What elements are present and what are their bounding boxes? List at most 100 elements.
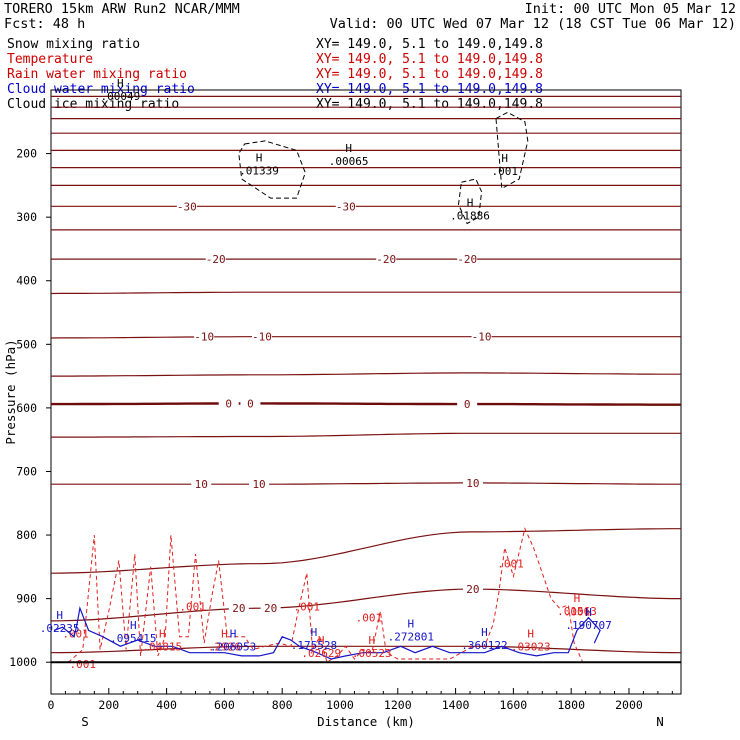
isotherm-label-bg bbox=[240, 397, 261, 410]
y-tick-label: 700 bbox=[16, 464, 37, 478]
isotherm-line bbox=[51, 372, 681, 377]
snow-max-value: .001 bbox=[491, 165, 518, 178]
x-tick-label: 200 bbox=[98, 698, 119, 712]
isotherm-label: 0 bbox=[225, 397, 232, 410]
rain-contour-label: .001 bbox=[564, 605, 591, 618]
legend-range: XY= 149.0, 5.1 to 149.0,149.8 bbox=[316, 97, 543, 112]
snow-max-h-marker: H bbox=[345, 142, 352, 155]
model-title: TORERO 15km ARW Run2 NCAR/MMM bbox=[4, 1, 240, 17]
isotherm-label: 10 bbox=[466, 477, 479, 490]
cloud-water-max-value: .175528 bbox=[291, 639, 337, 652]
y-tick-label: 400 bbox=[16, 274, 37, 288]
snow-contour bbox=[495, 111, 529, 190]
isotherm-line bbox=[51, 402, 681, 406]
legend-range: XY= 149.0, 5.1 to 149.0,149.8 bbox=[316, 37, 543, 52]
legend-range: XY= 149.0, 5.1 to 149.0,149.8 bbox=[316, 52, 543, 67]
isotherm-label-bg bbox=[471, 330, 492, 343]
snow-max-value: .01339 bbox=[239, 164, 279, 177]
isotherm-label-bg bbox=[462, 583, 483, 596]
isotherm-label: -10 bbox=[472, 331, 492, 344]
isotherm-label: -10 bbox=[252, 331, 272, 344]
x-tick-label: 2000 bbox=[615, 698, 643, 712]
contour-annotations: H.01339H.00065H.01886H.001H.00049H.04815… bbox=[40, 77, 681, 664]
rain-max-h-marker: H bbox=[159, 628, 166, 641]
y-tick-label: 500 bbox=[16, 337, 37, 351]
y-tick-label: 200 bbox=[16, 147, 37, 161]
x-end-label-south: S bbox=[81, 714, 89, 729]
forecast-hour: Fcst: 48 h bbox=[4, 16, 85, 32]
isotherm-label-bg bbox=[462, 476, 483, 489]
legend: Snow mixing ratio XY= 149.0, 5.1 to 149.0… bbox=[7, 37, 543, 112]
temperature-isotherms: -30 -30 -20 -20 -20 -10 -10 -10 0 0 0 10 10 10 20 20 20 bbox=[50, 95, 682, 654]
isotherm-label: 10 bbox=[195, 478, 208, 491]
isotherm-label-bg bbox=[260, 602, 281, 615]
isotherm-label-bg bbox=[376, 253, 397, 266]
x-end-label-north: N bbox=[656, 714, 664, 729]
isotherm-label: 20 bbox=[264, 602, 277, 615]
rain-max-value: .03023 bbox=[511, 641, 551, 654]
cloud-water-max-h-marker: H bbox=[311, 626, 318, 639]
isotherm-label: 20 bbox=[466, 583, 479, 596]
x-tick-label: 1400 bbox=[442, 698, 470, 712]
y-axis-title: Pressure (hPa) bbox=[3, 339, 18, 444]
isotherm-line bbox=[51, 482, 681, 485]
snow-max-value: .00065 bbox=[329, 155, 369, 168]
isotherm-label: -20 bbox=[457, 253, 477, 266]
isotherm-label-bg bbox=[218, 397, 239, 410]
isotherm-line bbox=[50, 528, 681, 574]
cloud-water-max-h-marker: H bbox=[585, 606, 592, 619]
y-tick-label: 900 bbox=[16, 592, 37, 606]
legend-label: Temperature bbox=[7, 52, 93, 67]
valid-time: Valid: 00 UTC Wed 07 Mar 12 (18 CST Tue … bbox=[330, 16, 736, 32]
cloud-water-max-h-marker: H bbox=[56, 609, 63, 622]
isotherm-label: 20 bbox=[232, 602, 245, 615]
rain-contour-label: .001 bbox=[179, 600, 206, 613]
init-time: Init: 00 UTC Mon 05 Mar 12 bbox=[525, 1, 736, 17]
cloud-water-contour bbox=[53, 606, 601, 660]
isotherm-line bbox=[50, 336, 681, 339]
rain-max-value: .04815 bbox=[142, 641, 182, 654]
isotherm-label-bg bbox=[335, 200, 356, 213]
rain-contour-label: .001 bbox=[294, 600, 321, 613]
x-tick-label: 400 bbox=[156, 698, 177, 712]
snow-max-value: .01886 bbox=[450, 210, 490, 223]
isotherm-label-bg bbox=[228, 602, 249, 615]
rain-max-value: .2926 bbox=[208, 641, 241, 654]
rain-max-value: .02629 bbox=[301, 647, 341, 660]
isotherm-label: -20 bbox=[206, 253, 226, 266]
y-tick-label: 600 bbox=[16, 401, 37, 415]
isotherm-label-bg bbox=[205, 253, 226, 266]
snow-max-h-marker: H bbox=[501, 152, 508, 165]
y-tick-label: 300 bbox=[16, 210, 37, 224]
snow-mixing-contours bbox=[238, 111, 529, 225]
isotherm-line bbox=[50, 645, 682, 654]
rain-max-h-marker: H bbox=[221, 628, 228, 641]
rain-max-value: .00523 bbox=[352, 647, 392, 660]
cloud-water-contours bbox=[53, 606, 601, 660]
rain-contour-label: .001 bbox=[497, 558, 524, 571]
isotherm-label: 10 bbox=[252, 478, 265, 491]
cloud-water-max-value: .272801 bbox=[388, 631, 434, 644]
rain-max-h-marker: H bbox=[318, 634, 325, 647]
y-tick-label: 1000 bbox=[9, 655, 37, 669]
legend-label: Cloud ice mixing ratio bbox=[7, 97, 179, 112]
x-axis: 0 200 400 600 800 1000 1200 1400 1600 1800 2000 bbox=[48, 688, 673, 712]
snow-contour bbox=[457, 178, 483, 225]
rain-contour-label: .001 bbox=[62, 628, 89, 641]
rain-max-h-marker: H bbox=[527, 628, 534, 641]
isotherm-label: -20 bbox=[376, 253, 396, 266]
isotherm-label-bg bbox=[194, 330, 215, 343]
cloud-water-max-value: .190707 bbox=[565, 619, 611, 632]
cloud-water-max-value: .206053 bbox=[210, 641, 256, 654]
cloud-water-max-value: .360122 bbox=[461, 639, 507, 652]
x-tick-label: 1600 bbox=[500, 698, 528, 712]
rain-max-h-marker: H bbox=[368, 634, 375, 647]
rain-contour-label: .001 bbox=[70, 658, 97, 671]
rain-max-h-marker: H bbox=[574, 592, 581, 605]
isotherm-label-bg bbox=[191, 478, 212, 491]
legend-label: Rain water mixing ratio bbox=[7, 67, 187, 82]
rain-contour-label: .001 bbox=[356, 612, 383, 625]
cloud-water-max-h-marker: H bbox=[130, 619, 137, 632]
isotherm-label: -10 bbox=[194, 331, 214, 344]
